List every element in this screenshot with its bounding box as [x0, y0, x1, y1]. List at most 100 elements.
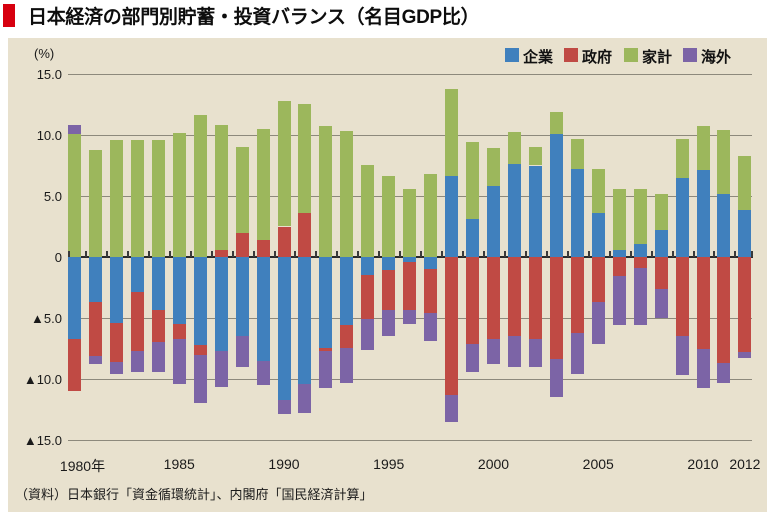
bar-segment-1990: [277, 226, 291, 257]
bar-segment-1983: [130, 257, 144, 293]
bar-segment-2000: [487, 186, 500, 257]
bar-segment-2009: [675, 257, 689, 337]
bar-segment-1984: [151, 257, 165, 311]
axis-tick: [734, 251, 737, 257]
bar-segment-1984: [151, 310, 165, 343]
bar-segment-2003: [549, 359, 563, 398]
axis-tick: [294, 251, 297, 257]
axis-tick: [189, 251, 192, 257]
page-title: 日本経済の部門別貯蓄・投資バランス（名目GDP比）: [28, 7, 480, 28]
bar-segment-1994: [361, 275, 375, 319]
axis-tick: [545, 251, 548, 257]
axis-tick: [210, 251, 213, 257]
x-tick-label: 1980年: [59, 458, 106, 474]
axis-tick: [105, 251, 108, 257]
axis-tick: [420, 251, 423, 257]
bar-segment-1980: [68, 125, 81, 134]
bar-segment-1994: [361, 257, 375, 276]
bar-segment-1988: [235, 336, 249, 367]
bar-segment-2000: [487, 148, 500, 187]
gridline: [68, 379, 752, 380]
bar-segment-2011: [717, 257, 731, 364]
axis-tick: [462, 251, 465, 257]
bar-segment-2005: [591, 213, 605, 257]
bar-segment-1993: [340, 347, 354, 383]
axis-tick: [692, 251, 695, 257]
bar-segment-2005: [591, 257, 605, 303]
y-tick-label: ▲15.0: [23, 433, 62, 448]
bar-segment-2012: [738, 210, 752, 257]
axis-tick: [650, 251, 653, 257]
legend-swatch-政府: [564, 48, 578, 62]
bar-segment-1991: [298, 213, 312, 257]
legend-label-政府: 政府: [582, 49, 613, 66]
bar-segment-1996: [403, 310, 417, 325]
bar-segment-2006: [612, 249, 626, 257]
bar-segment-2005: [591, 169, 605, 214]
x-tick-label: 2012: [729, 456, 761, 472]
bar-segment-2006: [612, 275, 626, 326]
title-row: 日本経済の部門別貯蓄・投資バランス（名目GDP比）: [3, 2, 480, 29]
bar-segment-2003: [549, 133, 563, 257]
y-tick-label: ▲10.0: [23, 372, 62, 387]
bar-segment-2005: [591, 302, 605, 344]
bar-segment-2011: [717, 363, 731, 384]
bar-segment-2007: [633, 267, 647, 326]
bar-segment-1991: [298, 103, 312, 214]
bar-segment-2011: [717, 193, 731, 257]
legend-label-家計: 家計: [642, 49, 673, 66]
bar-segment-1999: [466, 257, 480, 345]
x-tick-label: 1995: [373, 456, 405, 472]
axis-tick: [84, 251, 87, 257]
bar-segment-1980: [68, 133, 81, 257]
axis-tick: [378, 251, 381, 257]
bar-segment-2002: [528, 147, 542, 166]
axis-tick: [147, 251, 150, 257]
bar-segment-2004: [570, 257, 584, 334]
axis-tick: [399, 251, 402, 257]
bar-segment-2007: [633, 243, 647, 257]
bar-segment-1998: [445, 257, 459, 395]
axis-tick: [566, 251, 569, 257]
bar-segment-1996: [403, 189, 417, 257]
bar-segment-2001: [507, 336, 521, 368]
bar-segment-2010: [696, 170, 710, 257]
bar-segment-1995: [382, 257, 396, 270]
bar-segment-1993: [340, 325, 354, 348]
bar-segment-1994: [361, 318, 375, 351]
y-tick-label: 0: [54, 250, 62, 265]
bar-segment-1989: [256, 128, 270, 240]
x-tick-label: 2000: [477, 456, 510, 472]
bar-segment-1999: [466, 218, 480, 257]
bar-segment-1991: [298, 384, 312, 414]
bar-segment-2007: [633, 189, 647, 244]
bar-segment-1998: [445, 176, 459, 257]
bar-segment-2003: [549, 111, 563, 134]
bar-segment-2003: [549, 257, 563, 360]
bar-segment-1999: [466, 344, 480, 372]
bar-segment-1983: [130, 350, 144, 372]
bar-segment-1988: [235, 257, 249, 337]
bar-segment-2012: [738, 155, 752, 211]
bar-segment-2000: [487, 338, 500, 365]
legend-label-企業: 企業: [523, 49, 554, 66]
bar-segment-1996: [403, 261, 417, 311]
bar-segment-1989: [256, 257, 270, 362]
y-tick-label: 5.0: [43, 189, 62, 204]
bar-segment-1981: [88, 302, 102, 356]
bar-segment-1990: [277, 400, 291, 415]
bar-segment-1982: [109, 257, 123, 323]
bar-segment-2002: [528, 165, 542, 257]
bar-segment-1997: [424, 174, 438, 257]
bar-segment-2008: [654, 230, 668, 257]
source-note: （資料）日本銀行「資金循環統計」、内閣府「国民経済計算」: [15, 487, 373, 502]
bar-segment-1986: [193, 344, 207, 355]
bar-segment-2009: [675, 336, 689, 376]
axis-tick: [252, 251, 255, 257]
bar-segment-1986: [193, 354, 207, 404]
x-tick-label: 2010: [687, 456, 719, 472]
bar-segment-2006: [612, 257, 626, 276]
bar-segment-1993: [340, 257, 354, 326]
bar-segment-2001: [507, 131, 521, 165]
